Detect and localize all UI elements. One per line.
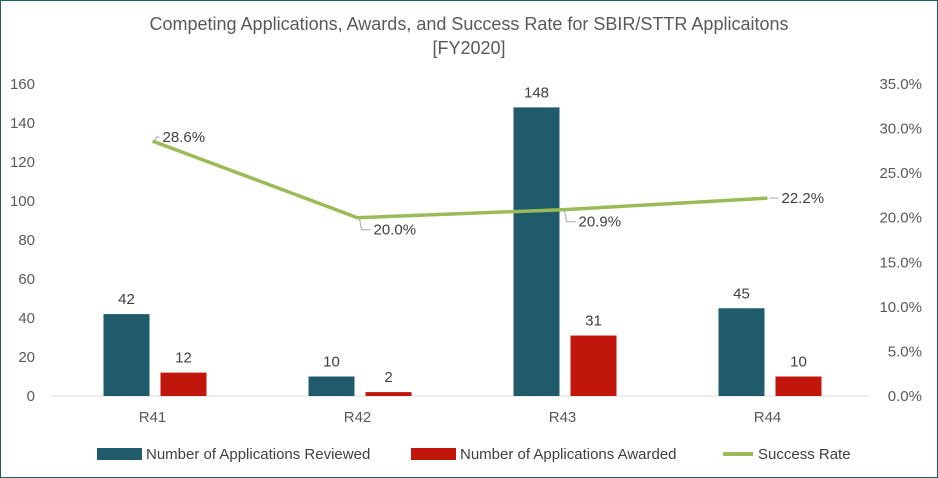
bar-awarded — [570, 335, 617, 396]
y-right-tick-label: 30.0% — [879, 121, 922, 138]
data-label-success-rate: 20.9% — [579, 214, 622, 231]
data-label-success-rate: 20.0% — [374, 222, 417, 239]
y-left-tick-label: 100 — [10, 193, 35, 210]
data-label-success-rate: 22.2% — [782, 190, 825, 207]
y-right-tick-label: 5.0% — [888, 343, 922, 360]
legend-item-reviewed: Number of Applications Reviewed — [97, 444, 370, 464]
data-label-awarded: 31 — [585, 313, 602, 330]
x-tick-label: R41 — [139, 409, 167, 426]
data-label-awarded: 2 — [384, 369, 392, 386]
bar-reviewed — [103, 314, 150, 396]
x-tick-label: R44 — [754, 409, 782, 426]
y-left-tick-label: 60 — [18, 271, 35, 288]
data-label-reviewed: 148 — [524, 84, 549, 101]
y-right-tick-label: 15.0% — [879, 254, 922, 271]
y-right-tick-label: 0.0% — [888, 388, 922, 405]
chart-subtitle: [FY2020] — [432, 38, 506, 58]
y-right-tick-label: 20.0% — [879, 210, 922, 227]
legend-swatch-success-rate — [723, 452, 753, 456]
legend: Number of Applications Reviewed Number o… — [0, 444, 938, 464]
bar-reviewed — [718, 308, 765, 396]
leader-line — [154, 136, 160, 143]
leader-line — [564, 210, 576, 223]
y-left-tick-label: 20 — [18, 349, 35, 366]
legend-swatch-reviewed — [97, 448, 142, 460]
y-left-tick-label: 80 — [18, 232, 35, 249]
y-left-tick-label: 140 — [10, 115, 35, 132]
y-right-tick-label: 25.0% — [879, 165, 922, 182]
legend-item-awarded: Number of Applications Awarded — [411, 444, 677, 464]
x-tick-label: R42 — [344, 409, 372, 426]
x-tick-label: R43 — [549, 409, 577, 426]
legend-label-reviewed: Number of Applications Reviewed — [146, 445, 371, 463]
legend-swatch-awarded — [411, 448, 456, 460]
line-success-rate — [151, 139, 768, 220]
y-left-tick-label: 160 — [10, 76, 35, 93]
y-left-tick-label: 40 — [18, 310, 35, 327]
data-label-reviewed: 10 — [323, 354, 340, 371]
y-left-tick-label: 120 — [10, 154, 35, 171]
data-label-awarded: 10 — [790, 354, 807, 371]
bar-reviewed — [513, 107, 560, 397]
bar-awarded — [365, 392, 412, 396]
bar-awarded — [775, 376, 822, 396]
legend-item-success-rate: Success Rate — [723, 444, 851, 464]
legend-label-success-rate: Success Rate — [758, 445, 851, 463]
y-right-tick-label: 35.0% — [879, 76, 922, 93]
data-label-reviewed: 45 — [733, 285, 750, 302]
data-label-success-rate: 28.6% — [163, 129, 206, 146]
data-label-awarded: 12 — [175, 350, 192, 367]
y-left-tick-label: 0 — [27, 388, 35, 405]
bar-awarded — [160, 372, 207, 396]
chart-title: Competing Applications, Awards, and Succ… — [149, 14, 789, 34]
leader-line — [359, 218, 371, 231]
bar-reviewed — [308, 376, 355, 396]
legend-label-awarded: Number of Applications Awarded — [460, 445, 677, 463]
data-label-reviewed: 42 — [118, 291, 135, 308]
y-right-tick-label: 10.0% — [879, 299, 922, 316]
